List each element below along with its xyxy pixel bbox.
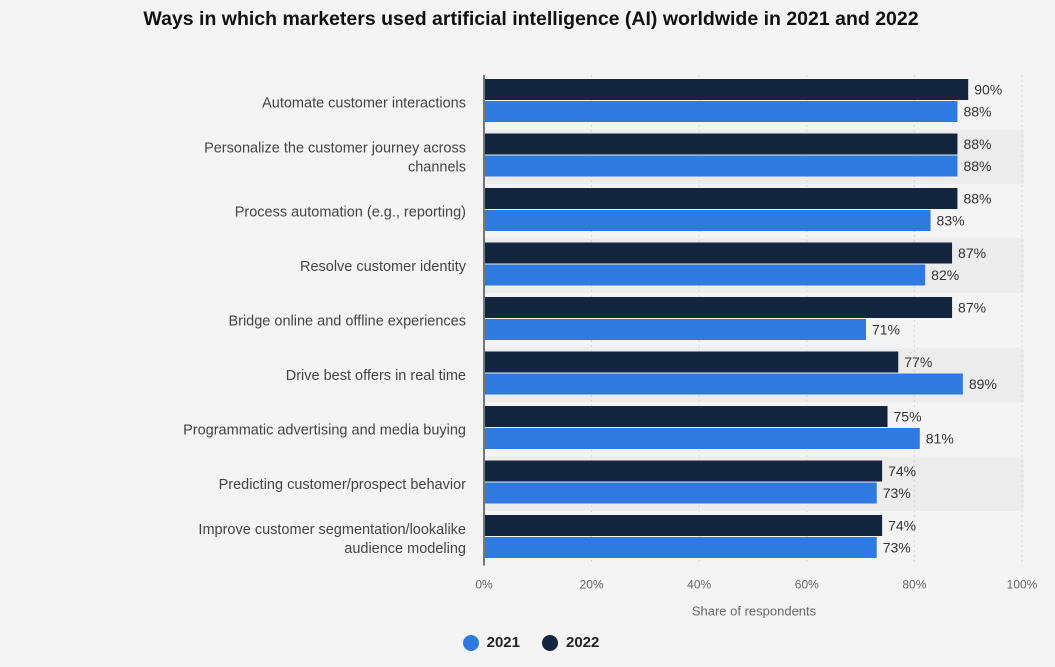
x-tick-label: 80% bbox=[902, 578, 926, 592]
value-label: 88% bbox=[963, 136, 991, 152]
value-label: 82% bbox=[931, 267, 959, 283]
legend-dot-icon bbox=[462, 634, 479, 651]
x-tick-label: 100% bbox=[1007, 578, 1038, 592]
value-label: 88% bbox=[963, 104, 991, 120]
legend-item-2021[interactable]: 2021 bbox=[462, 634, 520, 651]
category-label-line: Predicting customer/prospect behavior bbox=[219, 477, 467, 493]
bar-2022-2 bbox=[485, 188, 958, 209]
value-label: 74% bbox=[888, 518, 916, 534]
value-label: 74% bbox=[888, 463, 916, 479]
value-label: 88% bbox=[963, 191, 991, 207]
bar-2021-4 bbox=[485, 319, 866, 340]
legend-item-2022[interactable]: 2022 bbox=[542, 634, 599, 651]
category-label: Bridge online and offline experiences bbox=[228, 313, 466, 329]
bar-2022-6 bbox=[485, 406, 888, 427]
category-label: Programmatic advertising and media buyin… bbox=[183, 422, 466, 438]
category-label-line: Drive best offers in real time bbox=[286, 368, 466, 384]
value-label: 73% bbox=[883, 485, 911, 501]
value-label: 73% bbox=[883, 540, 911, 556]
value-label: 90% bbox=[974, 82, 1002, 98]
value-label: 83% bbox=[937, 213, 965, 229]
legend-label: 2022 bbox=[566, 634, 600, 651]
bar-2021-3 bbox=[485, 264, 926, 286]
x-axis-title: Share of respondents bbox=[692, 604, 817, 619]
legend-label: 2021 bbox=[486, 634, 520, 651]
category-label-line: Resolve customer identity bbox=[300, 259, 467, 275]
bar-2021-1 bbox=[485, 155, 958, 177]
category-label-line: Process automation (e.g., reporting) bbox=[235, 204, 466, 220]
value-label: 77% bbox=[904, 354, 932, 370]
value-label: 71% bbox=[872, 322, 900, 338]
bar-2021-2 bbox=[485, 210, 931, 231]
category-label: Automate customer interactions bbox=[262, 95, 466, 111]
bar-2022-3 bbox=[485, 242, 953, 264]
bar-2022-8 bbox=[485, 515, 883, 536]
bar-2021-0 bbox=[485, 101, 958, 122]
category-label: Personalize the customer journey across c… bbox=[204, 140, 466, 175]
category-label: Predicting customer/prospect behavior bbox=[219, 477, 467, 493]
value-label: 89% bbox=[969, 376, 997, 392]
bar-2022-0 bbox=[485, 79, 969, 100]
category-label-line: Automate customer interactions bbox=[262, 95, 466, 111]
category-label-line: audience modeling bbox=[344, 541, 466, 557]
category-label-line: Programmatic advertising and media buyin… bbox=[183, 422, 466, 438]
category-label-line: Bridge online and offline experiences bbox=[228, 313, 466, 329]
x-tick-label: 0% bbox=[475, 578, 493, 592]
category-label: Process automation (e.g., reporting) bbox=[235, 204, 466, 220]
value-label: 87% bbox=[958, 300, 986, 316]
bar-2021-7 bbox=[485, 482, 877, 504]
legend-dot-icon bbox=[542, 634, 558, 651]
bar-2022-1 bbox=[485, 133, 958, 155]
value-label: 81% bbox=[926, 431, 954, 447]
value-label: 87% bbox=[958, 245, 986, 261]
category-label-line: Improve customer segmentation/lookalike bbox=[198, 522, 466, 538]
category-label: Resolve customer identity bbox=[300, 259, 467, 275]
bar-2021-6 bbox=[485, 428, 920, 449]
category-label-line: channels bbox=[408, 159, 466, 175]
bar-2021-5 bbox=[485, 373, 963, 395]
value-label: 75% bbox=[894, 409, 922, 425]
category-label-line: Personalize the customer journey across bbox=[204, 140, 466, 156]
chart-title: Ways in which marketers used artificial … bbox=[143, 8, 919, 30]
value-label: 88% bbox=[963, 158, 991, 174]
bar-2022-7 bbox=[485, 460, 883, 482]
category-label: Improve customer segmentation/lookalike a… bbox=[198, 522, 466, 557]
bar-2022-5 bbox=[485, 351, 899, 373]
bar-2021-8 bbox=[485, 537, 877, 558]
category-label: Drive best offers in real time bbox=[286, 368, 466, 384]
x-tick-label: 40% bbox=[687, 578, 711, 592]
x-tick-label: 60% bbox=[795, 578, 819, 592]
x-tick-label: 20% bbox=[580, 578, 604, 592]
bar-2022-4 bbox=[485, 297, 953, 318]
legend: 2021 2022 bbox=[0, 634, 1055, 651]
